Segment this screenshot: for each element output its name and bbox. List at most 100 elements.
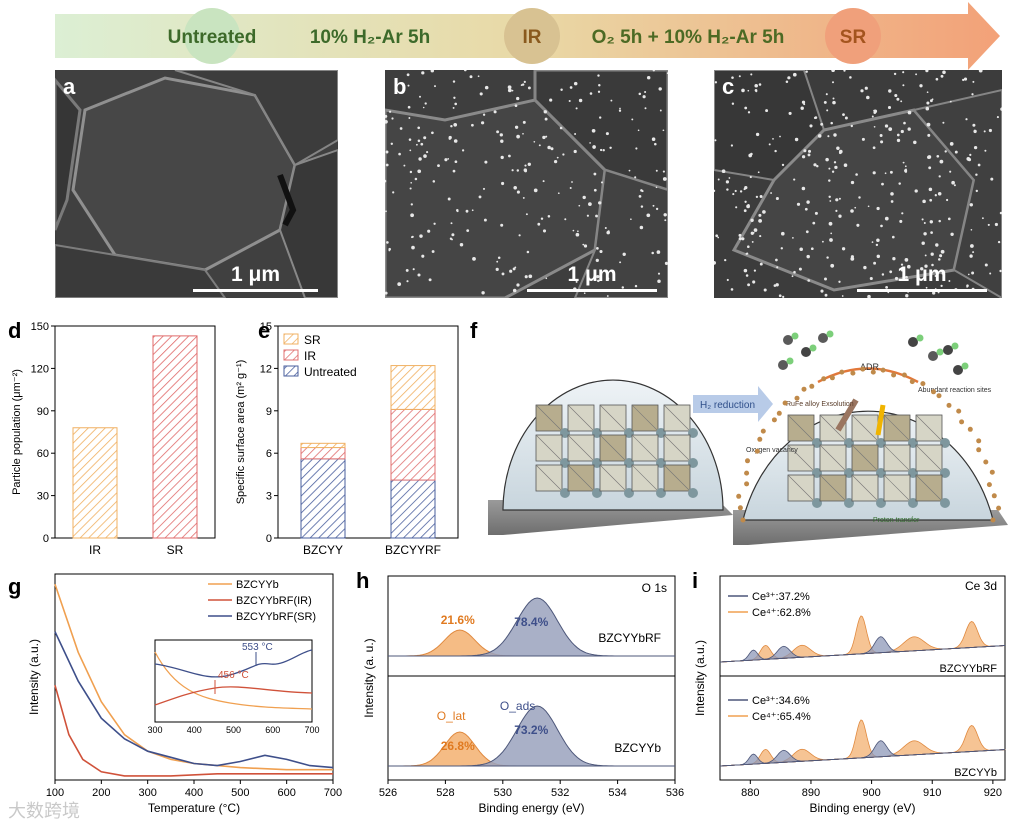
nanoparticle	[785, 80, 789, 84]
lattice-atom	[876, 498, 886, 508]
nanoparticle	[781, 163, 785, 167]
nanoparticle	[471, 123, 474, 127]
nanoparticle	[390, 142, 393, 145]
lattice-edge	[631, 434, 659, 462]
nanoparticle	[575, 107, 578, 110]
nanoparticle	[453, 139, 458, 143]
inset-tick-label-g: 600	[265, 725, 280, 735]
x-tick-label-h: 530	[494, 787, 512, 799]
nanoparticle	[583, 292, 586, 295]
proton-label: Proton transfer	[873, 517, 920, 524]
nanoparticle	[768, 143, 771, 146]
nanoparticle	[871, 115, 874, 118]
nanoparticle	[751, 240, 754, 243]
nanoparticle	[405, 268, 409, 272]
legend-label-g: BZCYYb	[236, 579, 279, 591]
scale-text-b: 1 μm	[567, 263, 617, 286]
nanoparticle	[514, 266, 517, 269]
nanoparticle	[583, 244, 588, 248]
molecule-atom	[778, 360, 788, 370]
nanoparticle	[890, 192, 894, 196]
x-tick-label-i: 910	[923, 787, 941, 799]
nanoparticle	[809, 124, 813, 128]
lattice-atom	[624, 458, 634, 468]
lattice-edge	[663, 404, 691, 432]
lattice-atom	[812, 468, 822, 478]
panel-label-g: g	[8, 574, 22, 599]
nanoparticle	[731, 102, 735, 105]
nanoparticle	[447, 197, 451, 201]
nanoparticle	[408, 117, 411, 119]
gas-molecules	[736, 330, 1002, 523]
nanoparticle	[738, 233, 742, 237]
nanoparticle	[735, 206, 738, 209]
nanoparticle	[417, 139, 421, 143]
nanoparticle	[935, 243, 939, 247]
nanoparticle	[743, 268, 748, 273]
nanoparticle	[903, 121, 906, 125]
y-axis-label-h: Intensity (a. u.)	[362, 638, 376, 717]
nanoparticle	[830, 263, 835, 268]
nanoparticle	[896, 138, 901, 143]
nanoparticle	[801, 186, 806, 191]
nanoparticle	[889, 170, 893, 174]
olat-label: O_lat	[437, 709, 466, 723]
nanoparticle	[876, 238, 880, 242]
nanoparticle	[397, 282, 402, 286]
nanoparticle	[662, 129, 665, 132]
nanoparticle	[630, 218, 632, 221]
nanoparticle	[866, 95, 870, 100]
nanoparticle	[838, 197, 841, 200]
nanoparticle	[941, 272, 944, 275]
nanoparticle	[880, 224, 883, 228]
nanoparticle	[637, 129, 640, 132]
legend-label-e: SR	[304, 333, 321, 347]
nanoparticle	[823, 100, 827, 104]
nanoparticle	[631, 118, 634, 121]
molecule-h-atom	[826, 330, 834, 338]
nanoparticle	[411, 245, 415, 250]
y-tick-label-d: 150	[31, 321, 49, 333]
nanoparticle	[533, 140, 536, 143]
nanoparticle	[873, 125, 876, 128]
nanoparticle	[619, 107, 621, 110]
nanoparticle	[599, 116, 602, 119]
nanoparticle	[930, 99, 933, 103]
sample-label-i-0: BZCYYbRF	[940, 663, 998, 675]
exsolved-particle	[801, 386, 807, 392]
nanoparticle	[593, 188, 597, 192]
nanoparticle	[496, 130, 500, 134]
sample-label-i-1: BZCYYb	[954, 767, 997, 779]
x-axis-label-i: Binding energy (eV)	[809, 801, 915, 815]
nanoparticle	[987, 223, 990, 226]
inset-tick-label-g: 500	[226, 725, 241, 735]
lattice-atom	[592, 488, 602, 498]
nanoparticle	[410, 203, 413, 206]
nanoparticle	[557, 192, 560, 195]
nanoparticle	[418, 157, 422, 161]
ce4-percent-1: Ce⁴⁺:65.4%	[752, 711, 811, 723]
nanoparticle	[454, 102, 458, 106]
nanoparticle	[942, 70, 946, 75]
lattice-edge	[851, 414, 879, 442]
nanoparticle	[662, 177, 667, 181]
inset-line-bzcyyb	[154, 651, 313, 710]
nanoparticle	[600, 181, 604, 184]
nanoparticle	[880, 140, 884, 144]
nanoparticle	[820, 122, 824, 126]
nanoparticle	[965, 118, 968, 121]
nanoparticle	[428, 278, 432, 282]
lattice-edge	[819, 474, 847, 502]
nanoparticle	[896, 97, 900, 101]
nanoparticle	[724, 258, 727, 262]
y-tick-label-e: 6	[266, 448, 272, 460]
nanoparticle	[843, 70, 846, 72]
nanoparticle	[564, 218, 567, 221]
nanoparticle	[595, 258, 599, 263]
bar-sr	[152, 335, 198, 539]
nanoparticle	[750, 218, 754, 222]
nanoparticle	[717, 178, 720, 181]
nanoparticle	[755, 195, 759, 199]
proton-path-arrow	[875, 404, 886, 436]
nanoparticle	[821, 240, 824, 243]
